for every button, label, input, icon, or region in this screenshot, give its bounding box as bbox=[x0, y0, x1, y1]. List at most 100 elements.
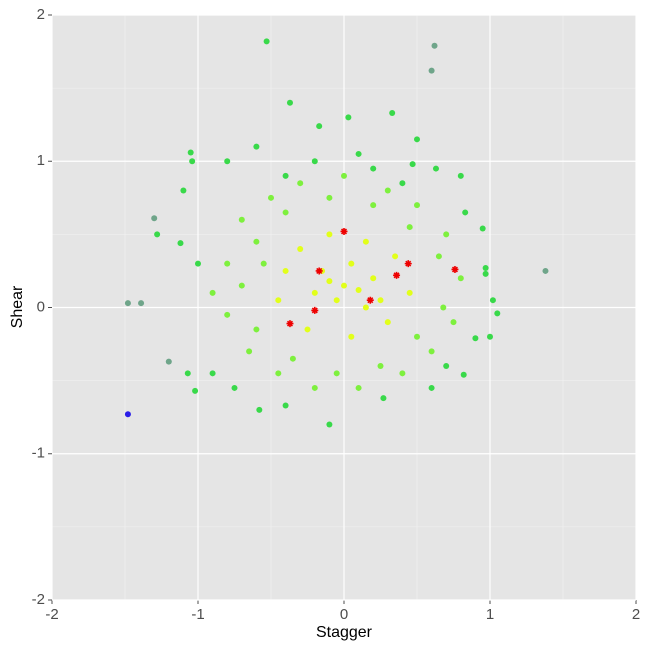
point bbox=[384, 319, 391, 326]
point bbox=[275, 297, 282, 304]
point bbox=[460, 371, 467, 378]
point bbox=[184, 370, 191, 377]
point bbox=[268, 194, 274, 201]
point bbox=[151, 215, 158, 222]
point bbox=[282, 267, 289, 274]
x-tick-label: -2 bbox=[45, 606, 58, 623]
point bbox=[154, 231, 161, 238]
point bbox=[389, 109, 396, 116]
point bbox=[348, 260, 355, 267]
point bbox=[238, 216, 245, 223]
point bbox=[231, 384, 238, 391]
x-tick-label: 2 bbox=[632, 606, 640, 623]
point bbox=[297, 180, 304, 187]
point bbox=[260, 260, 267, 267]
y-tick-label: -1 bbox=[32, 445, 45, 462]
point bbox=[256, 406, 263, 413]
point bbox=[326, 278, 333, 285]
star-point bbox=[404, 260, 412, 268]
point bbox=[165, 358, 172, 365]
point bbox=[333, 297, 340, 304]
point bbox=[443, 231, 450, 238]
y-tick-label: 1 bbox=[37, 152, 45, 169]
point bbox=[341, 172, 347, 179]
point bbox=[377, 363, 384, 369]
point bbox=[362, 304, 369, 311]
point bbox=[316, 123, 323, 130]
point bbox=[326, 231, 333, 238]
point bbox=[370, 165, 377, 172]
point bbox=[192, 387, 199, 394]
point bbox=[355, 384, 362, 391]
point bbox=[472, 335, 479, 342]
point bbox=[224, 260, 231, 267]
point bbox=[409, 161, 416, 168]
point bbox=[428, 67, 435, 74]
point bbox=[282, 172, 289, 179]
point bbox=[542, 267, 549, 274]
point bbox=[311, 289, 318, 296]
point bbox=[380, 395, 387, 402]
point bbox=[370, 275, 377, 282]
point bbox=[406, 289, 413, 296]
y-tick-label: 2 bbox=[37, 6, 45, 23]
point bbox=[326, 421, 333, 428]
point bbox=[457, 172, 464, 179]
point bbox=[450, 319, 457, 326]
point bbox=[209, 370, 216, 377]
point bbox=[440, 304, 447, 311]
point bbox=[253, 143, 260, 150]
star-point bbox=[393, 271, 401, 279]
point bbox=[462, 209, 469, 216]
point bbox=[355, 150, 362, 157]
point bbox=[370, 202, 377, 209]
point bbox=[304, 326, 311, 333]
point bbox=[138, 300, 145, 307]
y-tick-label: 0 bbox=[37, 298, 45, 315]
star-point bbox=[311, 306, 319, 314]
star-point bbox=[340, 227, 348, 235]
point bbox=[311, 158, 318, 165]
point bbox=[428, 384, 435, 391]
point bbox=[348, 333, 355, 340]
point bbox=[479, 225, 486, 232]
point bbox=[399, 370, 406, 377]
point bbox=[289, 355, 296, 362]
point bbox=[399, 180, 406, 187]
point bbox=[414, 333, 420, 340]
point bbox=[311, 384, 318, 391]
point bbox=[180, 187, 187, 194]
point bbox=[384, 187, 391, 194]
point bbox=[392, 253, 399, 260]
point bbox=[362, 238, 369, 245]
point bbox=[355, 286, 362, 293]
point bbox=[297, 246, 304, 252]
point bbox=[431, 42, 438, 49]
star-point bbox=[315, 267, 323, 275]
point bbox=[124, 300, 131, 307]
point bbox=[209, 289, 216, 296]
point bbox=[263, 38, 270, 45]
point bbox=[282, 209, 289, 216]
point bbox=[377, 297, 384, 304]
star-point bbox=[366, 296, 374, 304]
point bbox=[195, 260, 201, 267]
x-tick-label: -1 bbox=[191, 606, 204, 623]
point bbox=[224, 311, 231, 318]
x-tick-label: 0 bbox=[340, 606, 348, 623]
point bbox=[406, 224, 413, 231]
point bbox=[494, 310, 501, 317]
point bbox=[286, 99, 293, 106]
point bbox=[253, 238, 260, 245]
x-axis-title: Stagger bbox=[316, 624, 373, 641]
x-tick-label: 1 bbox=[486, 606, 494, 623]
point bbox=[189, 158, 196, 165]
point bbox=[124, 411, 131, 418]
point bbox=[282, 402, 289, 409]
point bbox=[177, 240, 184, 247]
point bbox=[428, 348, 435, 355]
star-point bbox=[286, 320, 294, 328]
point bbox=[443, 363, 450, 369]
point bbox=[341, 282, 347, 289]
point bbox=[432, 165, 439, 172]
